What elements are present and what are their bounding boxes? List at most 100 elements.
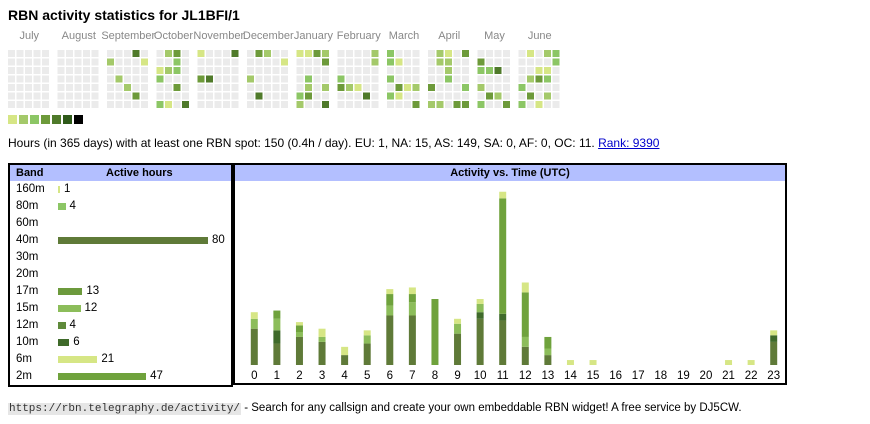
calendar-day	[552, 101, 560, 108]
activity-bar-segment	[476, 299, 484, 304]
calendar-day	[363, 101, 370, 108]
calendar-day	[313, 75, 321, 83]
calendar-day	[66, 92, 73, 100]
calendar-day	[132, 50, 140, 57]
hour-tick-label: 21	[722, 370, 735, 382]
calendar-day	[141, 92, 148, 100]
calendar-day	[346, 75, 353, 83]
activity-bar-segment	[408, 294, 416, 303]
calendar-day	[453, 101, 461, 108]
calendar-day	[42, 101, 49, 108]
calendar-day	[91, 84, 99, 91]
activity-bar-segment	[386, 289, 394, 295]
calendar-day	[33, 50, 41, 57]
calendar-day	[477, 67, 485, 74]
calendar-day	[223, 58, 230, 66]
calendar-day	[231, 92, 239, 100]
footer-url[interactable]: https://rbn.telegraphy.de/activity/	[8, 403, 242, 415]
activity-bar-segment	[544, 348, 552, 356]
calendar-day	[313, 50, 321, 57]
activity-bar-segment	[341, 346, 349, 356]
calendar-day	[305, 92, 312, 100]
band-hours-value: 12	[84, 302, 98, 314]
activity-bar-segment	[273, 318, 281, 331]
calendar-day	[477, 75, 485, 83]
calendar-day	[494, 92, 502, 100]
calendar-day	[83, 50, 90, 57]
calendar-day	[436, 50, 444, 57]
calendar-day	[337, 75, 345, 83]
calendar-day	[436, 84, 444, 91]
calendar-day	[445, 75, 452, 83]
rank-link[interactable]: Rank: 9390	[598, 136, 660, 150]
hours-column-header: Active hours	[106, 167, 173, 179]
calendar-day	[173, 75, 181, 83]
footer: https://rbn.telegraphy.de/activity/ - Se…	[8, 402, 742, 415]
calendar-day	[527, 58, 534, 66]
calendar-day	[16, 92, 24, 100]
calendar-day	[272, 84, 280, 91]
calendar-day	[494, 50, 502, 57]
activity-bar-segment	[363, 335, 371, 344]
calendar-day	[354, 84, 362, 91]
calendar-day	[445, 58, 452, 66]
calendar-month-label: July	[19, 30, 39, 42]
calendar-day	[404, 75, 411, 83]
calendar-day	[387, 50, 394, 57]
calendar-day	[445, 101, 452, 108]
calendar-day	[115, 101, 123, 108]
calendar-day	[354, 101, 362, 108]
calendar-day	[387, 67, 394, 74]
calendar-day	[16, 101, 24, 108]
activity-bar-segment	[408, 302, 416, 316]
calendar-day	[428, 92, 435, 100]
calendar-day	[337, 67, 345, 74]
calendar-day	[404, 84, 411, 91]
calendar-day	[503, 101, 510, 108]
calendar-day	[354, 92, 362, 100]
band-row: 20m	[10, 266, 231, 283]
calendar-day	[8, 50, 15, 57]
activity-bar-segment	[273, 330, 281, 344]
calendar-month-label: December	[243, 30, 294, 42]
calendar-day	[206, 50, 213, 57]
color-legend	[8, 111, 85, 129]
calendar-day	[412, 67, 420, 74]
calendar-day	[527, 50, 534, 57]
calendar-day	[322, 92, 329, 100]
calendar-day	[305, 50, 312, 57]
calendar-day	[264, 92, 271, 100]
legend-swatch	[8, 115, 17, 124]
calendar-day	[313, 92, 321, 100]
calendar-month-label: October	[154, 30, 193, 42]
calendar-day	[8, 75, 15, 83]
calendar-day	[66, 50, 73, 57]
calendar-day	[544, 75, 551, 83]
calendar-day	[57, 84, 65, 91]
calendar-day	[371, 75, 379, 83]
activity-bar-segment	[521, 282, 529, 293]
calendar-day	[462, 84, 469, 91]
calendar-day	[107, 92, 114, 100]
band-row: 15m 12	[10, 300, 231, 317]
calendar-day	[182, 75, 189, 83]
calendar-day	[223, 92, 230, 100]
band-table-header: Band Active hours	[10, 165, 231, 181]
activity-bar-segment	[476, 312, 484, 319]
calendar-day	[477, 92, 485, 100]
calendar-day	[428, 75, 435, 83]
hour-tick-label: 1	[274, 370, 280, 382]
calendar-day	[141, 50, 148, 57]
calendar-day	[337, 84, 345, 91]
calendar-day	[296, 101, 304, 108]
calendar-day	[371, 84, 379, 91]
calendar-day	[66, 58, 73, 66]
band-hours-value: 4	[69, 319, 76, 331]
calendar-day	[477, 58, 485, 66]
activity-bar-segment	[454, 333, 462, 365]
band-hours-bar	[58, 305, 81, 312]
calendar-day	[436, 101, 444, 108]
calendar-day	[165, 101, 172, 108]
calendar-day	[477, 101, 485, 108]
